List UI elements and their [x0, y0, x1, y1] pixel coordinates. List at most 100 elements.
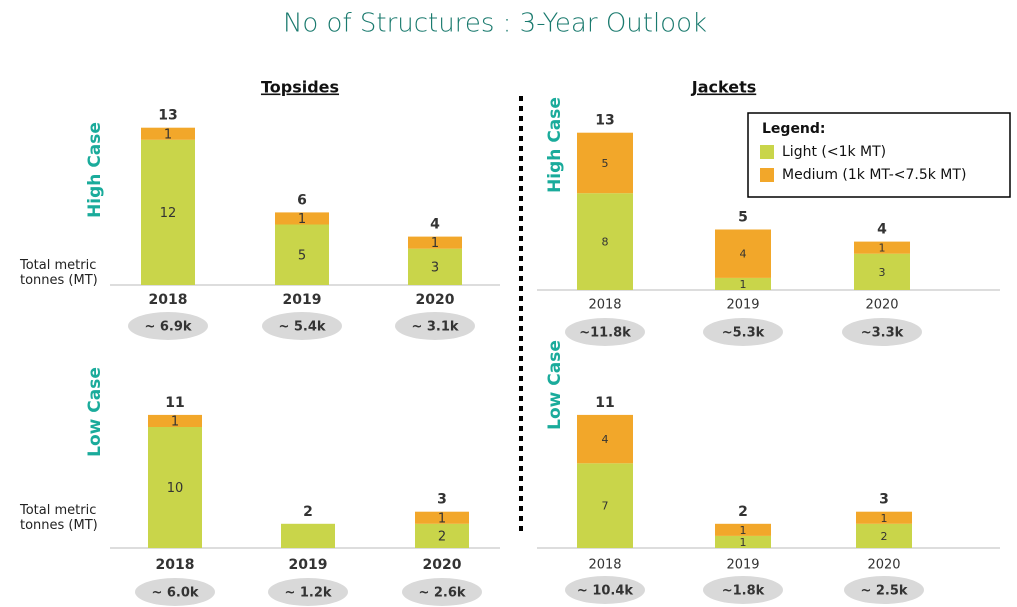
- tonnage-oval: [268, 578, 348, 606]
- total-label: 2: [738, 504, 748, 520]
- segment-label: 3: [879, 266, 886, 279]
- x-tick-label: 2020: [423, 557, 462, 573]
- bar-segment: [275, 224, 329, 285]
- segment-label: 7: [602, 500, 609, 513]
- bar-segment: [275, 212, 329, 225]
- segment-label: 1: [171, 414, 179, 429]
- tonnage-label: ~5.3k: [722, 326, 765, 341]
- tonnage-oval: [262, 312, 342, 340]
- case-label: Low Case: [85, 367, 105, 457]
- mt-label: Total metric tonnes (MT): [20, 258, 98, 288]
- segment-label: 1: [740, 278, 747, 291]
- tonnage-oval: [128, 312, 208, 340]
- x-tick-label: 2018: [588, 558, 621, 573]
- tonnage-label: ~3.3k: [861, 326, 904, 341]
- legend-label: Medium (1k MT-<7.5k MT): [782, 167, 966, 183]
- segment-label: 1: [438, 511, 446, 526]
- total-label: 3: [437, 492, 447, 508]
- x-tick-label: 2020: [867, 558, 900, 573]
- bar-segment: [715, 277, 771, 290]
- tonnage-label: ~ 6.9k: [144, 320, 191, 335]
- total-label: 3: [879, 492, 889, 508]
- tonnage-oval: [842, 318, 922, 346]
- section-title: Jackets: [691, 78, 756, 97]
- segment-label: 3: [431, 260, 439, 275]
- segment-label: 12: [160, 206, 177, 221]
- x-tick-label: 2018: [149, 292, 188, 308]
- x-tick-label: 2019: [289, 557, 328, 573]
- bar-segment: [715, 523, 771, 536]
- section-title: Topsides: [261, 78, 339, 97]
- segment-label: 1: [298, 212, 306, 227]
- total-label: 6: [297, 192, 307, 208]
- segment-label: 2: [438, 529, 446, 544]
- total-label: 11: [165, 395, 184, 411]
- bar-segment: [148, 414, 202, 427]
- case-label: High Case: [545, 97, 565, 193]
- bar-segment: [715, 229, 771, 278]
- bar-segment: [415, 523, 469, 548]
- bar-segment: [148, 427, 202, 548]
- bar-segment: [281, 523, 335, 548]
- bar-segment: [854, 253, 910, 290]
- segment-label: 1: [881, 512, 888, 525]
- tonnage-label: ~11.8k: [579, 326, 631, 341]
- legend-swatch: [760, 168, 774, 182]
- segment-label: 5: [298, 248, 306, 263]
- total-label: 11: [595, 395, 614, 411]
- mt-label: Total metric tonnes (MT): [20, 503, 98, 533]
- slide-title: No of Structures : 3-Year Outlook: [283, 9, 707, 39]
- x-tick-label: 2018: [156, 557, 195, 573]
- legend-title: Legend:: [762, 121, 826, 137]
- segment-label: 1: [740, 524, 747, 537]
- segment-label: 1: [879, 242, 886, 255]
- segment-label: 4: [602, 433, 609, 446]
- case-label: Low Case: [545, 340, 565, 430]
- tonnage-label: ~1.8k: [722, 584, 765, 599]
- segment-label: 1: [431, 236, 439, 251]
- bar-segment: [856, 523, 912, 548]
- legend-box: [747, 112, 1011, 198]
- total-label: 13: [158, 108, 177, 124]
- bar-segment: [577, 463, 633, 548]
- tonnage-label: ~ 3.1k: [411, 320, 458, 335]
- tonnage-label: ~ 6.0k: [151, 586, 198, 601]
- bar-segment: [715, 535, 771, 548]
- tonnage-oval: [703, 318, 783, 346]
- tonnage-label: ~ 2.6k: [418, 586, 465, 601]
- bar-segment: [408, 236, 462, 249]
- x-tick-label: 2020: [416, 292, 455, 308]
- total-label: 5: [738, 210, 748, 226]
- tonnage-oval: [703, 576, 783, 604]
- x-tick-label: 2020: [865, 298, 898, 313]
- tonnage-oval: [135, 578, 215, 606]
- bar-segment: [856, 511, 912, 524]
- tonnage-oval: [565, 318, 645, 346]
- legend-swatch: [760, 145, 774, 159]
- tonnage-oval: [565, 576, 645, 604]
- bar-segment: [141, 139, 195, 285]
- segment-label: 4: [740, 248, 747, 261]
- bar-segment: [577, 193, 633, 290]
- legend-label: Light (<1k MT): [782, 144, 886, 160]
- x-tick-label: 2018: [588, 298, 621, 313]
- total-label: 13: [595, 113, 614, 129]
- tonnage-label: ~ 1.2k: [284, 586, 331, 601]
- bar-segment: [577, 414, 633, 464]
- segment-label: 8: [602, 236, 609, 249]
- total-label: 2: [303, 504, 313, 520]
- total-label: 4: [877, 222, 887, 238]
- x-tick-label: 2019: [726, 558, 759, 573]
- total-label: 4: [430, 217, 440, 233]
- segment-label: 2: [881, 530, 888, 543]
- tonnage-oval: [402, 578, 482, 606]
- x-tick-label: 2019: [726, 298, 759, 313]
- bar-segment: [408, 248, 462, 285]
- bar-segment: [577, 132, 633, 194]
- x-tick-label: 2019: [283, 292, 322, 308]
- case-label: High Case: [85, 122, 105, 218]
- bar-segment: [415, 511, 469, 524]
- segment-label: 1: [740, 536, 747, 549]
- tonnage-label: ~ 5.4k: [278, 320, 325, 335]
